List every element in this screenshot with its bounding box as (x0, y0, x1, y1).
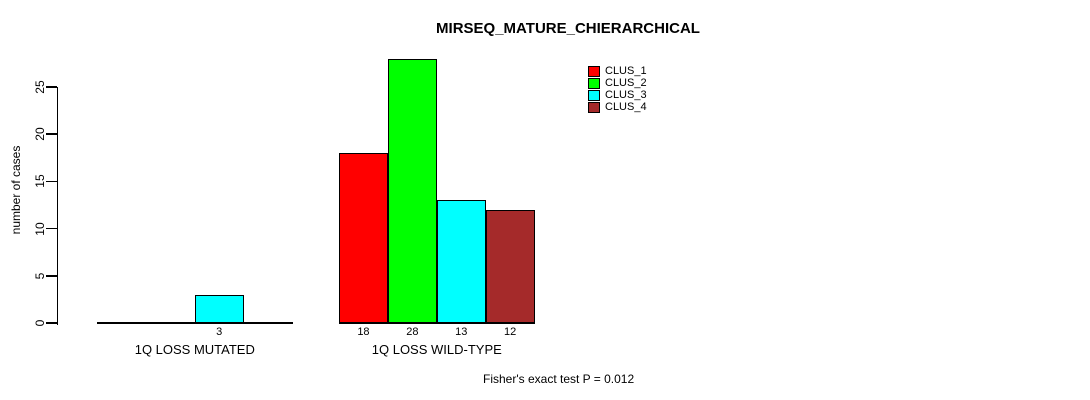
bar-clus_4 (485, 209, 535, 323)
legend-item: CLUS_4 (588, 101, 647, 113)
legend-label: CLUS_2 (605, 77, 647, 89)
group-baseline (97, 322, 293, 324)
legend-swatch-clus_2 (588, 77, 600, 89)
y-axis-title: number of cases (9, 145, 23, 235)
y-axis-line (56, 87, 58, 325)
y-tick-mark (46, 180, 57, 183)
legend-label: CLUS_3 (605, 89, 647, 101)
group-label: 1Q LOSS WILD-TYPE (371, 342, 502, 357)
legend-item: CLUS_3 (588, 89, 647, 101)
y-tick-mark (46, 322, 57, 324)
y-tick-mark (46, 86, 57, 88)
legend-swatch-clus_1 (588, 65, 600, 77)
y-tick-label: 25 (33, 80, 47, 94)
legend-label: CLUS_1 (605, 65, 647, 77)
y-tick-mark (46, 227, 57, 230)
bar-clus_3 (194, 294, 244, 323)
legend-swatch-clus_4 (588, 101, 600, 113)
y-tick-mark (46, 275, 57, 277)
legend: CLUS_1 CLUS_2 CLUS_3 CLUS_4 (588, 65, 647, 113)
legend-label: CLUS_4 (605, 101, 647, 113)
y-tick-label: 10 (33, 221, 47, 236)
group-label: 1Q LOSS MUTATED (134, 342, 255, 357)
bar-value-label: 13 (455, 326, 468, 338)
chart-title: MIRSEQ_MATURE_CHIERARCHICAL (436, 20, 700, 37)
bar-value-label: 18 (357, 326, 370, 338)
y-tick-label: 0 (33, 319, 47, 327)
legend-item: CLUS_2 (588, 77, 647, 89)
y-tick-label: 5 (33, 272, 47, 280)
legend-swatch-clus_3 (588, 89, 600, 101)
bar-clus_2 (387, 58, 437, 323)
y-tick-label: 20 (33, 127, 47, 141)
group-baseline (339, 322, 535, 324)
bar-clus_3 (436, 200, 486, 323)
bar-clus_1 (339, 153, 388, 323)
bar-value-label: 12 (504, 326, 517, 338)
bar-value-label: 28 (406, 326, 419, 338)
fisher-test-annotation: Fisher's exact test P = 0.012 (483, 372, 635, 386)
legend-item: CLUS_1 (588, 65, 647, 77)
bar-value-label: 3 (216, 326, 223, 338)
y-tick-mark (46, 133, 57, 135)
y-tick-label: 15 (33, 174, 47, 189)
